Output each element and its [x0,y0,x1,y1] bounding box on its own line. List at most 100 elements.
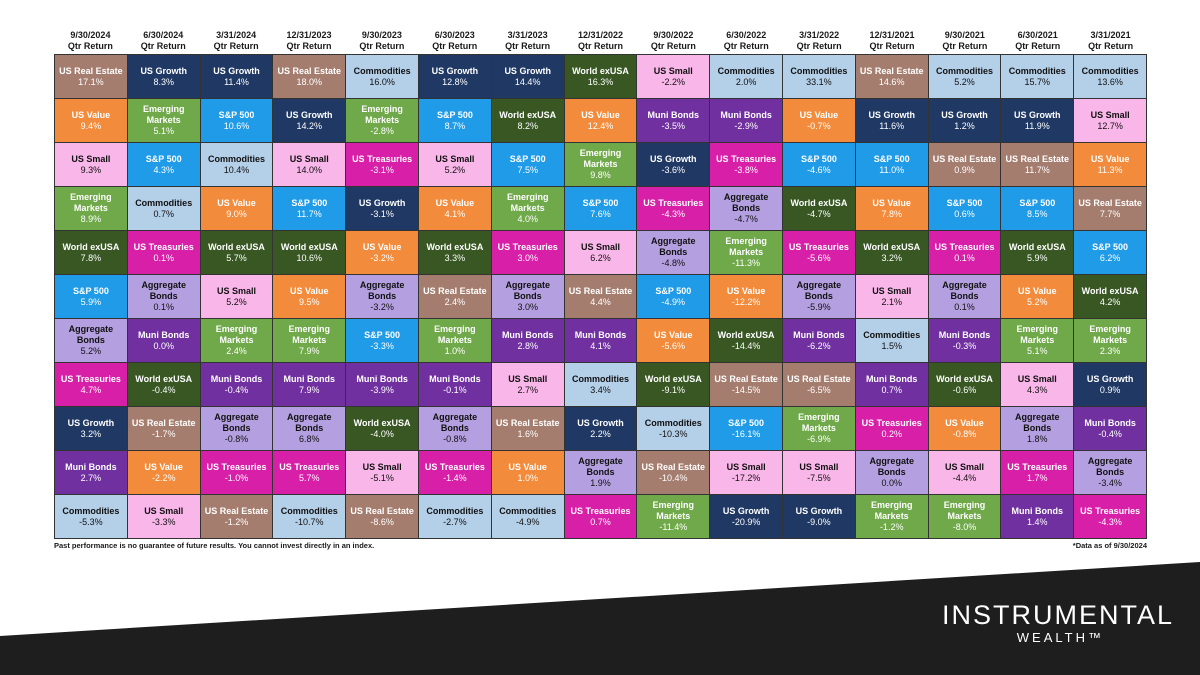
return-value-label: 9.3% [80,164,102,175]
return-value-label: 7.7% [1099,208,1121,219]
asset-class-label: Muni Bonds [720,109,772,120]
return-value-label: -2.2% [661,76,686,87]
return-cell: US Value -5.6% [637,319,710,362]
return-cell: US Treasuries -5.6% [783,231,855,274]
return-value-label: 0.1% [153,302,174,312]
asset-class-label: World exUSA [644,373,702,384]
period-header: 6/30/2023 Qtr Return [418,30,491,54]
period-date: 6/30/2024 [143,30,184,40]
return-cell: US Small 5.2% [200,275,273,318]
return-value-label: 10.6% [296,252,323,263]
period-sublabel: Qtr Return [359,41,405,51]
return-cell: Commodities 1.5% [855,319,928,362]
return-value-label: 0.9% [1099,384,1121,395]
asset-class-label: US Real Estate [714,373,778,384]
asset-class-label: Aggregate Bonds [1087,456,1133,477]
return-value-label: 11.7% [1024,164,1050,175]
return-cell: US Treasuries -1.0% [200,451,273,494]
asset-class-label: US Real Estate [131,417,196,428]
return-value-label: 8.3% [153,76,174,87]
return-cell: S&P 500 4.3% [127,143,200,186]
return-cell: Commodities 33.1% [783,55,855,98]
return-value-label: -11.3% [732,258,761,268]
return-value-label: -5.6% [661,340,686,351]
return-value-label: 9.5% [299,296,320,307]
asset-class-label: Aggregate Bonds [796,280,842,301]
return-value-label: 4.0% [517,214,538,224]
period-header: 12/31/2021 Qtr Return [856,30,929,54]
return-cell: US Value -12.2% [710,275,782,318]
return-cell: World exUSA -4.0% [346,407,418,450]
asset-class-label: US Growth [722,505,770,516]
return-cell: US Treasuries -3.1% [346,143,418,186]
return-value-label: 2.4% [444,296,466,307]
asset-class-label: US Treasuries [1007,461,1068,472]
return-cell: US Value 11.3% [1074,143,1146,186]
return-value-label: 2.7% [80,472,102,483]
return-cell: World exUSA -0.4% [127,363,200,406]
asset-class-label: US Value [217,197,256,208]
return-cell: S&P 500 5.9% [55,275,127,318]
return-value-label: 2.8% [517,340,538,351]
return-cell: Commodities 0.7% [127,187,200,230]
return-value-label: -5.6% [807,252,831,263]
asset-class-label: S&P 500 [509,153,546,164]
period-header: 6/30/2021 Qtr Return [1001,30,1074,54]
asset-class-label: Emerging Markets [652,500,695,521]
return-value-label: 11.3% [1097,164,1123,175]
period-sublabel: Qtr Return [140,41,186,51]
return-value-label: 5.2% [226,296,247,307]
return-value-label: 5.1% [1027,346,1048,356]
return-value-label: 2.2% [590,428,611,439]
asset-class-label: US Treasuries [60,373,121,384]
return-value-label: -3.3% [370,340,394,351]
return-cell: Emerging Markets -1.2% [855,495,928,538]
asset-class-label: US Small [872,285,912,296]
return-cell: US Treasuries 3.0% [491,231,564,274]
return-value-label: -14.5% [731,384,761,395]
return-cell: S&P 500 7.6% [564,187,637,230]
return-value-label: -3.1% [370,164,394,175]
return-value-label: 12.4% [587,120,614,131]
return-value-label: 0.1% [153,252,174,263]
return-cell: S&P 500 -16.1% [710,407,782,450]
return-cell: World exUSA 5.7% [200,231,273,274]
return-value-label: 1.8% [1027,434,1048,444]
asset-class-label: Muni Bonds [1011,505,1064,516]
return-value-label: -1.0% [224,472,249,483]
asset-class-label: S&P 500 [728,417,765,428]
return-cell: US Growth 11.6% [855,99,928,142]
return-cell: Muni Bonds -3.5% [637,99,710,142]
return-cell: US Small 6.2% [564,231,637,274]
return-cell: Commodities -10.7% [273,495,346,538]
return-value-label: -8.0% [952,522,977,532]
period-sublabel: Qtr Return [1088,41,1134,51]
return-cell: US Treasuries 0.2% [855,407,928,450]
return-value-label: -4.9% [661,296,686,307]
return-cell: Commodities 15.7% [1001,55,1074,98]
data-date-note: *Data as of 9/30/2024 [1072,541,1147,550]
return-value-label: 5.1% [153,126,174,136]
return-cell: World exUSA 3.2% [855,231,928,274]
period-header: 3/31/2024 Qtr Return [200,30,273,54]
return-value-label: 6.8% [299,434,320,444]
return-value-label: -3.9% [370,384,394,395]
period-sublabel: Qtr Return [505,41,551,51]
return-value-label: 18.0% [296,76,323,87]
return-cell: Commodities 13.6% [1074,55,1146,98]
asset-class-label: US Real Estate [350,505,414,516]
return-value-label: 0.1% [954,302,975,312]
asset-class-label: Commodities [717,65,775,76]
asset-class-label: Emerging Markets [798,412,840,433]
asset-class-label: Emerging Markets [70,192,112,213]
asset-class-label: Emerging Markets [434,324,476,345]
return-value-label: 5.2% [80,346,102,356]
returns-grid: US Real Estate 17.1% US Growth 8.3% US Growt… [54,54,1147,539]
period-sublabel: Qtr Return [796,41,842,51]
period-header-row: 9/30/2024 Qtr Return 6/30/2024 Qtr Return 3/… [54,30,1147,54]
return-cell: US Real Estate 7.7% [1074,187,1146,230]
return-cell: Muni Bonds 1.4% [1001,495,1074,538]
return-value-label: 9.8% [590,170,611,180]
asset-class-label: US Real Estate [59,65,123,76]
return-cell: Commodities 10.4% [200,143,273,186]
